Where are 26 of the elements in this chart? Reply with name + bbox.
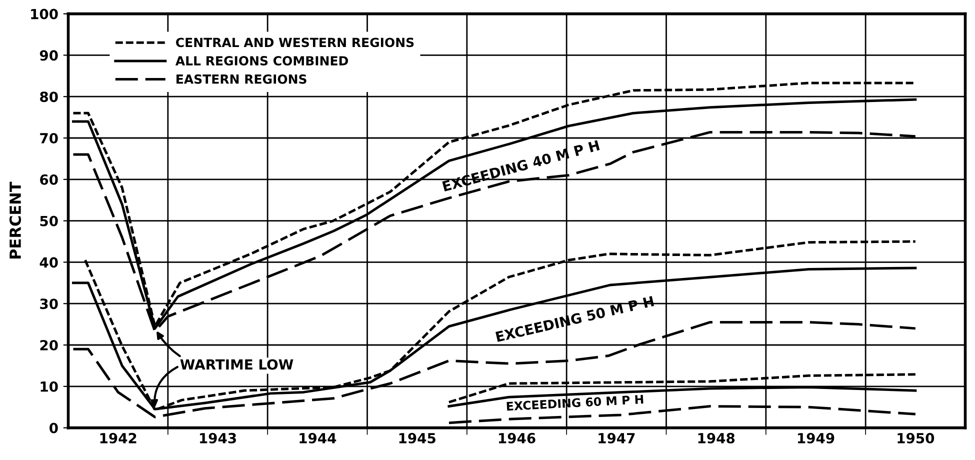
- y-tick-label: 90: [40, 50, 58, 61]
- x-tick-label: 1948: [698, 432, 735, 444]
- x-tick-label: 1944: [300, 432, 336, 444]
- x-tick-label: 1946: [498, 432, 536, 444]
- x-tick-label: 1943: [200, 432, 236, 444]
- y-tick-label: 10: [40, 381, 58, 392]
- y-tick-label: 0: [50, 422, 58, 434]
- legend-label: ALL REGIONS COMBINED: [175, 56, 348, 66]
- x-tick-label: 1947: [598, 432, 635, 444]
- y-tick-label: 30: [40, 298, 58, 310]
- y-tick-label: 70: [40, 132, 58, 144]
- y-tick-label: 100: [31, 8, 58, 20]
- y-tick-label: 40: [40, 257, 58, 268]
- annotation: WARTIME LOW: [180, 359, 294, 370]
- y-tick-label: 20: [40, 340, 58, 350]
- x-tick-label: 1942: [100, 432, 136, 444]
- y-axis-title: PERCENT: [9, 182, 22, 259]
- x-tick-label: 1945: [399, 432, 436, 444]
- legend-label: CENTRAL AND WESTERN REGIONS: [176, 38, 414, 48]
- y-tick-label: 50: [40, 216, 58, 226]
- y-tick-label: 60: [40, 174, 58, 185]
- y-tick-label: 80: [40, 92, 58, 102]
- annotation: EXCEEDING 60 M P H: [506, 394, 644, 411]
- legend-label: EASTERN REGIONS: [176, 74, 306, 84]
- x-tick-label: 1950: [898, 432, 934, 444]
- x-tick-label: 1949: [798, 432, 834, 444]
